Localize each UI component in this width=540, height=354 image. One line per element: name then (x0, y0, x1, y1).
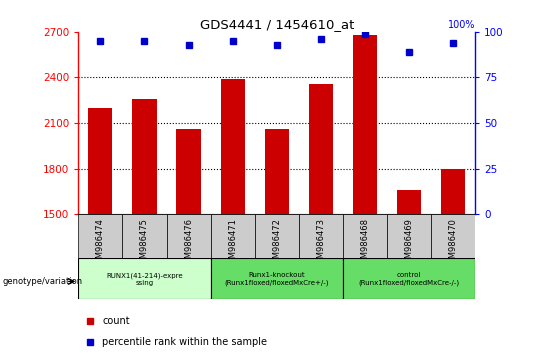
Text: genotype/variation: genotype/variation (3, 277, 83, 286)
Bar (397, 190, 421, 214)
Bar (211, 258, 343, 299)
Bar (211, 214, 255, 258)
Text: GSM986469: GSM986469 (404, 218, 414, 269)
Text: control
(Runx1floxed/floxedMxCre-/-): control (Runx1floxed/floxedMxCre-/-) (359, 272, 460, 286)
Bar (78, 258, 211, 299)
Text: GSM986473: GSM986473 (316, 218, 325, 269)
Text: GSM986471: GSM986471 (228, 218, 237, 269)
Bar (177, 129, 201, 214)
Bar (78, 214, 123, 258)
Bar (309, 84, 333, 214)
Bar (299, 214, 343, 258)
Text: GSM986472: GSM986472 (272, 218, 281, 269)
Bar (353, 35, 377, 214)
Text: GSM986470: GSM986470 (449, 218, 458, 269)
Bar (220, 79, 245, 214)
Bar (132, 99, 157, 214)
Title: GDS4441 / 1454610_at: GDS4441 / 1454610_at (200, 18, 354, 31)
Text: 100%: 100% (448, 20, 475, 30)
Bar (123, 214, 166, 258)
Bar (255, 214, 299, 258)
Text: GSM986476: GSM986476 (184, 218, 193, 269)
Bar (387, 214, 431, 258)
Text: Runx1-knockout
(Runx1floxed/floxedMxCre+/-): Runx1-knockout (Runx1floxed/floxedMxCre+… (225, 272, 329, 286)
Text: percentile rank within the sample: percentile rank within the sample (102, 337, 267, 347)
Bar (343, 258, 475, 299)
Text: count: count (102, 316, 130, 326)
Bar (343, 214, 387, 258)
Text: RUNX1(41-214)-expre
ssing: RUNX1(41-214)-expre ssing (106, 272, 183, 286)
Text: GSM986475: GSM986475 (140, 218, 149, 269)
Text: GSM986474: GSM986474 (96, 218, 105, 269)
Bar (166, 214, 211, 258)
Bar (88, 108, 112, 214)
Bar (265, 129, 289, 214)
Bar (431, 214, 475, 258)
Text: GSM986468: GSM986468 (360, 218, 369, 269)
Bar (441, 169, 465, 214)
